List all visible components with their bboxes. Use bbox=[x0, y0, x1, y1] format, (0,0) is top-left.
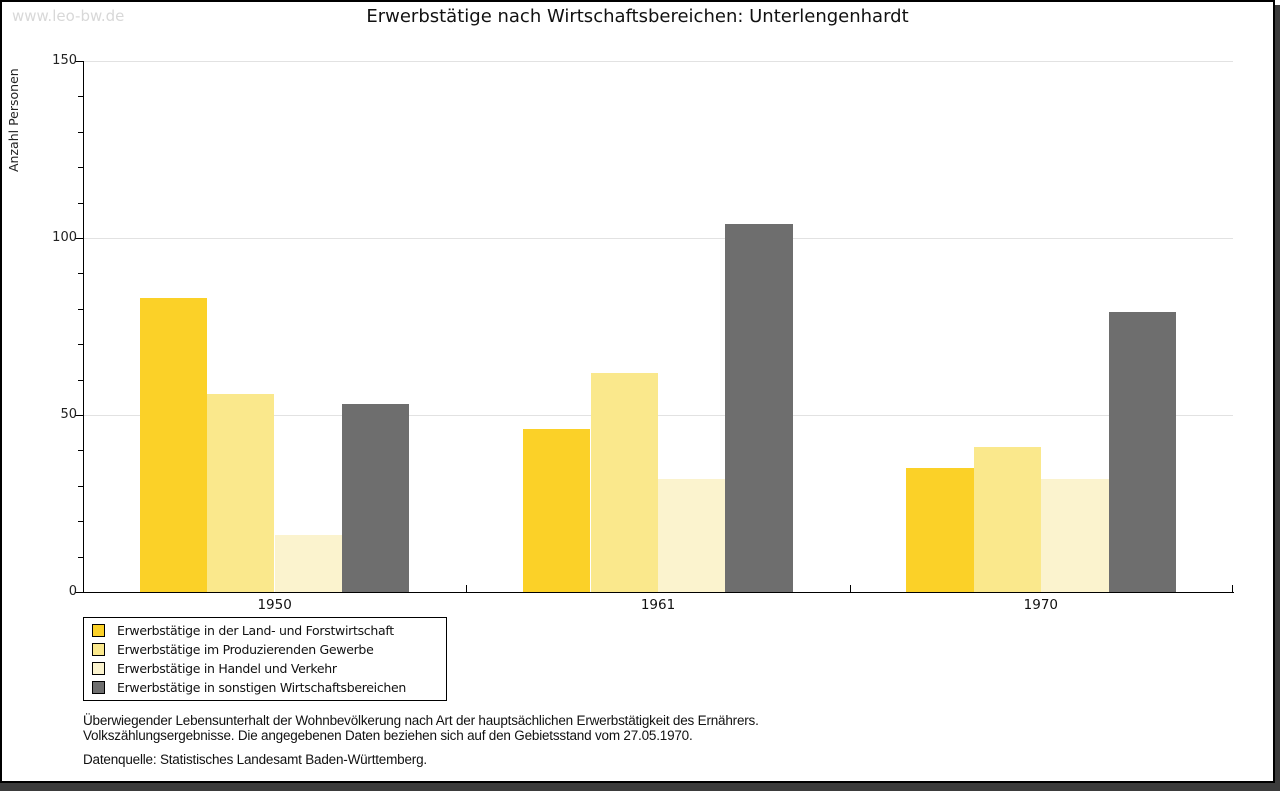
x-axis-spine bbox=[83, 592, 1234, 593]
bar-1950-series-4 bbox=[341, 404, 410, 592]
bar-1961-series-1 bbox=[523, 429, 591, 592]
y-minor-tick-40 bbox=[78, 450, 83, 452]
legend-swatch-land-forstwirtschaft bbox=[92, 624, 105, 637]
bar-1961-series-4 bbox=[725, 223, 793, 592]
y-major-tick-0 bbox=[75, 592, 83, 593]
legend-swatch-handel-verkehr bbox=[92, 662, 105, 675]
legend-label: Erwerbstätige im Produzierenden Gewerbe bbox=[117, 642, 374, 657]
legend-box: Erwerbstätige in der Land- und Forstwirt… bbox=[83, 617, 447, 701]
legend-label: Erwerbstätige in sonstigen Wirtschaftsbe… bbox=[117, 680, 407, 695]
window-shadow-right bbox=[1275, 5, 1280, 791]
y-major-tick-150 bbox=[75, 61, 83, 62]
y-minor-tick-140 bbox=[78, 96, 83, 98]
y-minor-tick-130 bbox=[78, 131, 83, 133]
bar-1970-series-4 bbox=[1108, 312, 1176, 592]
bar-1961-series-3 bbox=[657, 478, 726, 592]
watermark-link: www.leo-bw.de bbox=[12, 7, 125, 25]
legend-swatch-produzierendes-gewerbe bbox=[92, 643, 105, 656]
y-minor-tick-70 bbox=[78, 344, 83, 346]
y-tick-label-150: 150 bbox=[52, 53, 77, 68]
y-tick-label-0: 0 bbox=[68, 584, 77, 599]
legend-item: Erwerbstätige in Handel und Verkehr bbox=[84, 659, 446, 678]
legend-label: Erwerbstätige in Handel und Verkehr bbox=[117, 661, 337, 676]
x-boundary-tick-2 bbox=[849, 585, 851, 592]
gridline-100 bbox=[83, 238, 1233, 239]
y-tick-label-50: 50 bbox=[60, 407, 77, 422]
y-minor-tick-30 bbox=[78, 485, 83, 487]
y-minor-tick-90 bbox=[78, 273, 83, 275]
footnote-line-2: Volkszählungsergebnisse. Die angegebenen… bbox=[83, 728, 693, 743]
bar-1950-series-3 bbox=[274, 535, 342, 592]
x-tick-label-1970: 1970 bbox=[1023, 597, 1059, 613]
y-major-tick-100 bbox=[75, 238, 83, 239]
gridline-150 bbox=[83, 61, 1233, 62]
legend-item: Erwerbstätige im Produzierenden Gewerbe bbox=[84, 640, 446, 659]
y-minor-tick-80 bbox=[78, 308, 83, 310]
data-source-line: Datenquelle: Statistisches Landesamt Bad… bbox=[83, 752, 427, 767]
legend-label: Erwerbstätige in der Land- und Forstwirt… bbox=[117, 623, 394, 638]
bar-1950-series-1 bbox=[139, 298, 208, 592]
bar-1970-series-2 bbox=[973, 446, 1042, 592]
x-boundary-tick-1 bbox=[466, 585, 468, 592]
bar-1970-series-3 bbox=[1041, 478, 1109, 592]
y-tick-label-100: 100 bbox=[52, 230, 77, 245]
plot-area: 0 50 100 150 1950 1961 1970 bbox=[2, 2, 1275, 781]
bar-1961-series-2 bbox=[590, 372, 658, 592]
window-shadow-bottom bbox=[0, 783, 1280, 791]
y-minor-tick-60 bbox=[78, 379, 83, 381]
x-tick-label-1961: 1961 bbox=[640, 597, 676, 613]
legend-swatch-sonstige-wirtschaftsbereiche bbox=[92, 681, 105, 694]
y-minor-tick-10 bbox=[78, 556, 83, 558]
x-tick-label-1950: 1950 bbox=[257, 597, 292, 613]
y-minor-tick-120 bbox=[78, 167, 83, 169]
gridline-50 bbox=[83, 415, 1233, 416]
legend-item: Erwerbstätige in sonstigen Wirtschaftsbe… bbox=[84, 678, 446, 697]
y-axis-spine bbox=[83, 61, 84, 592]
bar-1950-series-2 bbox=[207, 393, 275, 592]
bar-1970-series-1 bbox=[906, 468, 974, 592]
x-boundary-tick-3 bbox=[1232, 585, 1233, 592]
legend-item: Erwerbstätige in der Land- und Forstwirt… bbox=[84, 621, 446, 640]
footnote-line-1: Überwiegender Lebensunterhalt der Wohnbe… bbox=[83, 713, 759, 728]
y-minor-tick-20 bbox=[78, 521, 83, 523]
y-major-tick-50 bbox=[75, 415, 83, 416]
y-minor-tick-110 bbox=[78, 202, 83, 204]
chart-title: Erwerbstätige nach Wirtschaftsbereichen:… bbox=[366, 6, 909, 27]
